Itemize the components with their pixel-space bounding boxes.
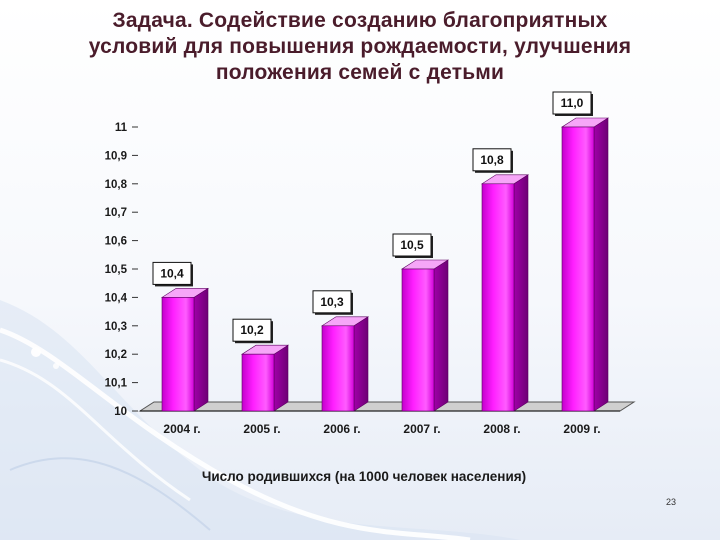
bar-side (193, 287, 209, 412)
y-tick-label: 10,1 (105, 378, 128, 390)
bar-side (273, 344, 289, 412)
y-tick-label: 10,6 (105, 236, 127, 248)
bar (321, 325, 355, 412)
data-label-box (392, 233, 432, 257)
bar-side (513, 174, 529, 412)
bar-side (353, 316, 369, 412)
bar-side (593, 117, 609, 412)
y-tick-label: 11 (115, 122, 128, 134)
x-tick-label: 2004 г. (163, 422, 200, 436)
y-tick-label: 10,8 (105, 179, 128, 191)
y-tick-label: 10,7 (105, 207, 127, 219)
x-tick-label: 2005 г. (243, 422, 280, 436)
data-label: 10,3 (320, 295, 344, 309)
title-line-3: положения семей с детьми (215, 61, 505, 84)
data-label: 10,8 (480, 153, 504, 167)
data-label-box (472, 148, 512, 172)
x-tick-label: 2008 г. (483, 422, 520, 436)
slide-title: Задача. Содействие созданию благоприятны… (20, 8, 700, 86)
data-label: 10,4 (160, 266, 184, 280)
bar-side (433, 259, 449, 412)
bar (241, 353, 275, 412)
data-label-box (312, 290, 352, 314)
y-tick-label: 10,4 (105, 292, 128, 304)
bar (401, 268, 435, 412)
chart-floor (138, 401, 636, 412)
y-tick-label: 10,9 (105, 150, 127, 162)
bar (161, 297, 195, 412)
bar (481, 183, 515, 412)
x-tick-label: 2009 г. (563, 422, 600, 436)
bar (561, 126, 595, 412)
data-label: 10,5 (400, 238, 424, 252)
data-label-box (552, 91, 592, 115)
x-tick-label: 2007 г. (403, 422, 440, 436)
title-line-1: Задача. Содействие созданию благоприятны… (112, 9, 608, 32)
data-label: 10,2 (240, 323, 264, 337)
title-line-2: условий для повышения рождаемости, улучш… (88, 35, 632, 58)
y-tick-label: 10,5 (105, 264, 128, 276)
y-tick-label: 10,3 (105, 321, 127, 333)
data-label-box (232, 318, 272, 342)
y-tick-label: 10 (114, 406, 127, 418)
x-tick-label: 2006 г. (323, 422, 360, 436)
slide-number: 23 (665, 497, 676, 507)
y-tick-label: 10,2 (105, 349, 127, 361)
data-label: 11,0 (561, 96, 584, 110)
x-axis-title: Число родившихся (на 1000 человек населе… (202, 469, 526, 484)
data-label-box (152, 261, 192, 285)
